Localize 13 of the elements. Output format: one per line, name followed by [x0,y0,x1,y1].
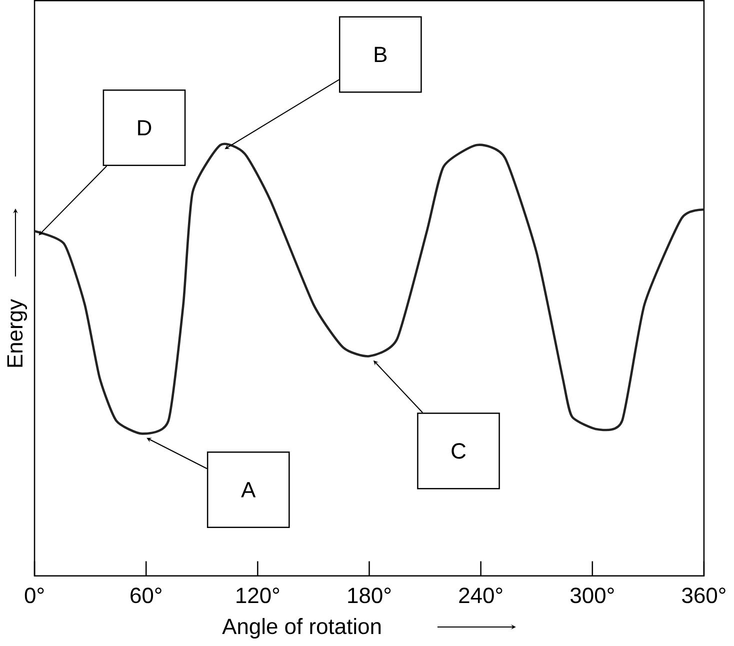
x-tick-label: 60° [130,588,162,604]
y-axis-title: Energy [7,299,27,367]
text: B [374,47,387,62]
annotation: A [241,482,256,498]
x-tick-label: 240° [459,588,502,604]
annotation: C [452,443,466,459]
x-tick-label: 0° [24,588,44,604]
x-axis-title: Angle of rotation [222,618,381,639]
x-tick-label: 120° [236,588,280,604]
text: D [138,120,152,136]
x-tick-label: 180° [348,588,391,604]
x-tick-label: 300° [570,588,614,604]
x-tick-label: 360° [682,588,726,604]
